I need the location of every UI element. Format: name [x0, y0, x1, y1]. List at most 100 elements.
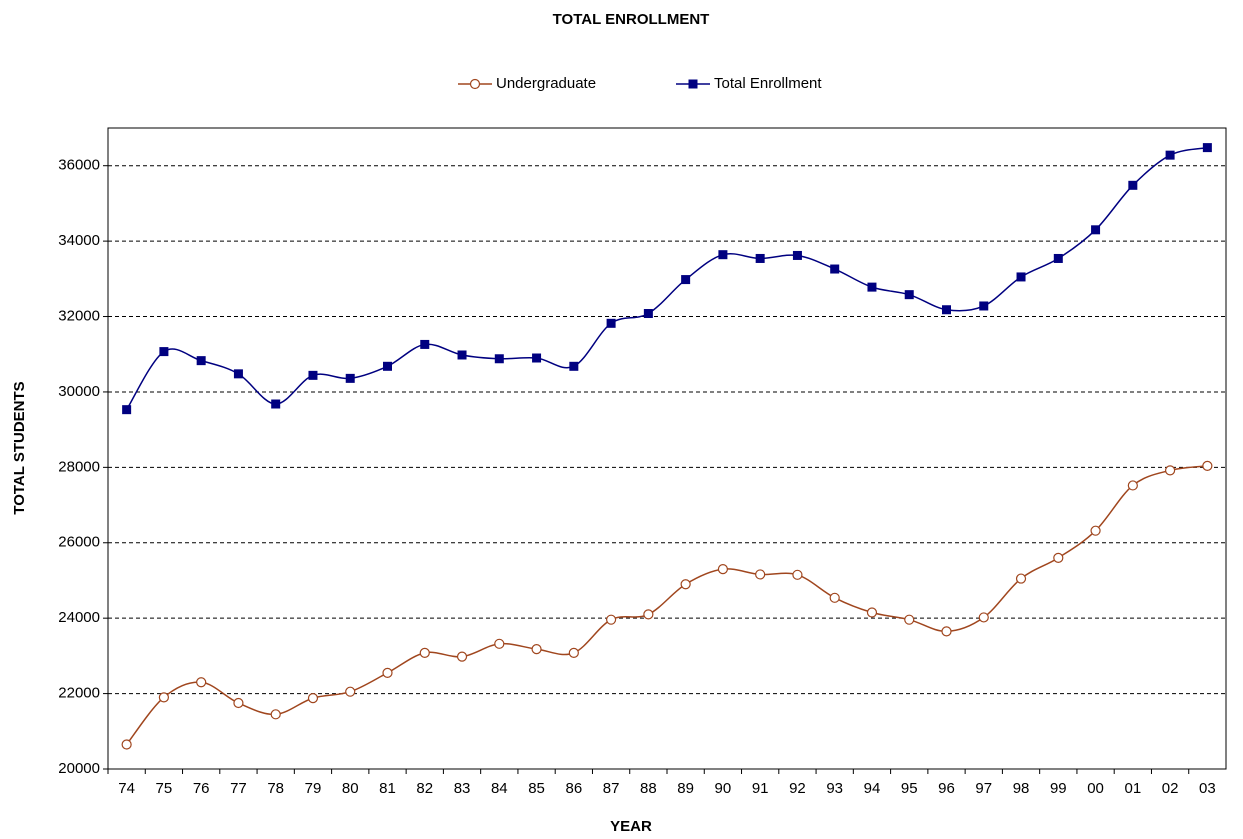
x-tick-label: 74	[118, 780, 135, 797]
marker	[457, 350, 467, 360]
legend-label: Total Enrollment	[714, 75, 822, 92]
marker	[1053, 552, 1064, 563]
marker	[1091, 225, 1101, 235]
marker	[1202, 460, 1213, 471]
x-tick-label: 82	[416, 780, 433, 797]
marker	[307, 693, 319, 704]
marker	[345, 373, 355, 383]
marker	[419, 647, 430, 658]
y-axis-label: TOTAL STUDENTS	[11, 381, 28, 514]
marker	[681, 275, 691, 285]
x-tick-label: 90	[715, 780, 732, 797]
y-tick-label: 34000	[58, 232, 100, 249]
x-tick-label: 85	[528, 780, 545, 797]
marker	[755, 569, 766, 580]
x-tick-label: 98	[1013, 780, 1030, 797]
marker	[233, 697, 244, 709]
x-tick-label: 00	[1087, 780, 1104, 797]
series-line	[126, 465, 1208, 745]
x-tick-label: 78	[267, 780, 284, 797]
x-tick-label: 76	[193, 780, 210, 797]
marker	[941, 626, 952, 637]
marker	[494, 354, 504, 364]
marker	[1202, 143, 1212, 153]
marker	[159, 347, 169, 357]
x-tick-label: 94	[864, 780, 881, 797]
marker	[979, 301, 989, 311]
y-tick-label: 32000	[58, 307, 100, 324]
marker	[494, 638, 505, 649]
marker	[829, 592, 840, 603]
x-tick-label: 83	[454, 780, 471, 797]
marker	[345, 686, 356, 697]
x-tick-label: 01	[1124, 780, 1141, 797]
marker	[531, 643, 542, 655]
legend-label: Undergraduate	[496, 75, 596, 92]
marker	[1090, 525, 1101, 536]
marker	[1053, 253, 1063, 263]
x-tick-label: 88	[640, 780, 657, 797]
marker	[717, 564, 729, 575]
marker	[867, 282, 877, 292]
marker	[792, 250, 802, 260]
marker	[688, 79, 698, 89]
marker	[469, 78, 481, 90]
plot-border	[107, 127, 1227, 770]
marker	[271, 399, 281, 409]
marker	[308, 370, 318, 380]
marker	[382, 667, 393, 678]
y-tick-label: 26000	[58, 534, 100, 551]
marker	[532, 353, 542, 363]
marker	[158, 692, 169, 703]
x-tick-label: 93	[826, 780, 843, 797]
chart-title: TOTAL ENROLLMENT	[553, 11, 710, 28]
marker	[569, 361, 579, 371]
marker	[568, 647, 579, 658]
y-tick-label: 24000	[58, 609, 100, 626]
marker	[643, 309, 653, 319]
x-tick-label: 77	[230, 780, 247, 797]
marker	[904, 614, 915, 625]
marker	[270, 709, 281, 720]
marker	[1015, 573, 1027, 584]
x-tick-label: 95	[901, 780, 918, 797]
marker	[643, 609, 654, 620]
marker	[1016, 272, 1026, 282]
y-tick-label: 20000	[58, 760, 100, 777]
x-tick-label: 91	[752, 780, 769, 797]
marker	[196, 677, 207, 688]
marker	[866, 607, 878, 618]
marker	[755, 253, 765, 263]
marker	[605, 614, 617, 625]
x-tick-label: 92	[789, 780, 806, 797]
marker	[233, 369, 243, 379]
marker	[1128, 180, 1138, 190]
y-tick-label: 30000	[58, 383, 100, 400]
marker	[383, 361, 392, 371]
marker	[456, 651, 468, 662]
x-tick-label: 87	[603, 780, 620, 797]
x-tick-label: 03	[1199, 780, 1216, 797]
marker	[196, 356, 206, 366]
x-tick-label: 99	[1050, 780, 1067, 797]
marker	[1164, 465, 1176, 476]
marker	[718, 250, 728, 260]
x-tick-label: 96	[938, 780, 955, 797]
x-axis-label: YEAR	[610, 818, 652, 835]
y-tick-label: 36000	[58, 157, 100, 174]
marker	[904, 290, 914, 300]
marker	[606, 318, 616, 328]
marker	[1127, 480, 1138, 491]
marker	[830, 264, 840, 274]
x-tick-label: 81	[379, 780, 396, 797]
marker	[121, 739, 132, 750]
y-tick-label: 22000	[58, 685, 100, 702]
series-line	[126, 146, 1208, 411]
marker	[680, 579, 691, 590]
x-tick-label: 80	[342, 780, 359, 797]
x-tick-label: 02	[1162, 780, 1179, 797]
x-tick-label: 79	[305, 780, 322, 797]
marker	[420, 339, 430, 349]
